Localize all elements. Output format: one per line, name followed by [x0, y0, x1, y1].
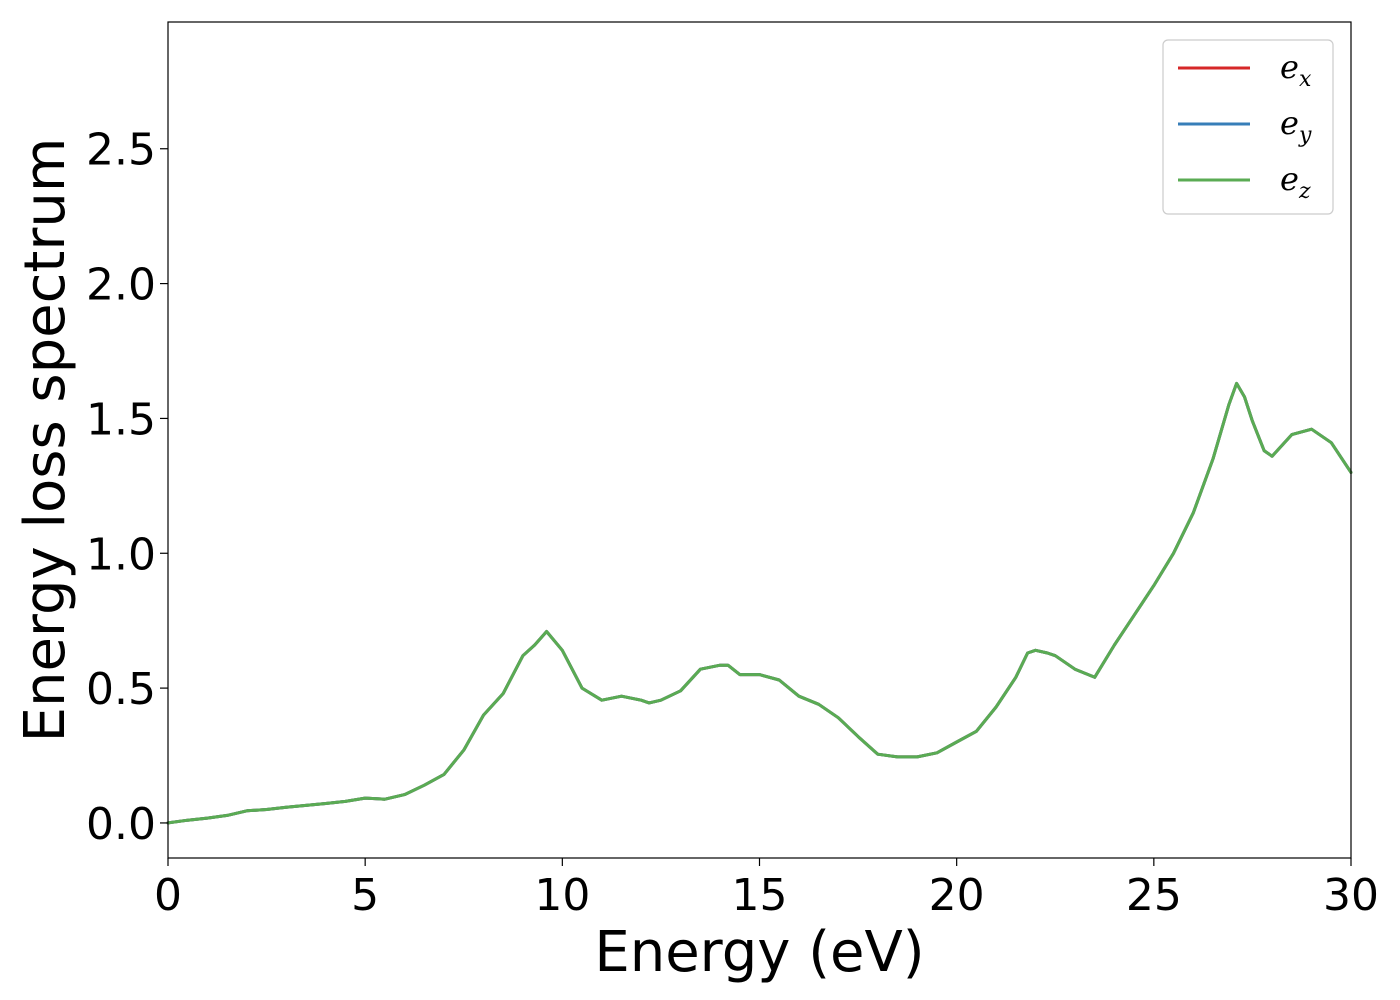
y-axis-ticks: 0.0 0.5 1.0 1.5 2.0 2.5 — [86, 125, 168, 850]
plot-background — [168, 22, 1351, 858]
series-line-z — [166, 381, 1353, 825]
x-tick-label: 5 — [351, 870, 379, 921]
y-tick-label: 1.0 — [86, 529, 156, 580]
y-tick-label: 2.0 — [86, 260, 156, 311]
y-axis-label: Energy loss spectrum — [13, 138, 78, 743]
legend-frame — [1162, 39, 1334, 215]
y-tick-label: 0.5 — [86, 664, 156, 715]
x-tick-label: 15 — [732, 870, 788, 921]
legend-label-y: ey — [1280, 104, 1312, 148]
y-tick-label: 1.5 — [86, 394, 156, 445]
legend-label-z: ez — [1280, 160, 1311, 204]
y-tick-label: 0.0 — [86, 799, 156, 850]
legend-label-x: ex — [1280, 48, 1312, 92]
x-tick-label: 20 — [929, 870, 985, 921]
x-axis-label: Energy (eV) — [594, 920, 924, 985]
y-tick-label: 2.5 — [86, 125, 156, 176]
x-axis-ticks: 0 5 10 15 20 25 30 — [154, 858, 1379, 921]
x-tick-label: 30 — [1323, 870, 1379, 921]
series-layer — [166, 381, 1353, 825]
x-tick-label: 25 — [1126, 870, 1182, 921]
x-tick-label: 0 — [154, 870, 182, 921]
legend: ex ey ez — [1162, 39, 1334, 215]
x-tick-label: 10 — [534, 870, 590, 921]
